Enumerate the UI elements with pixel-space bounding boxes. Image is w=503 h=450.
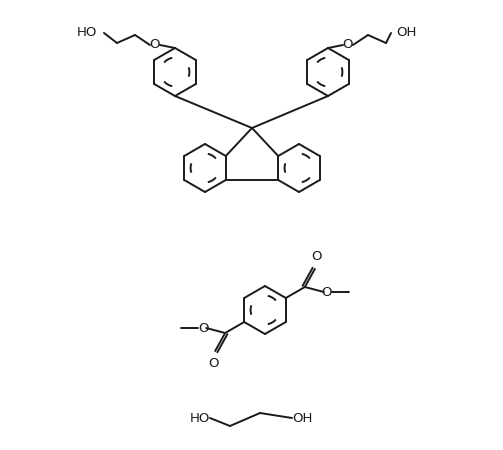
Text: O: O bbox=[150, 39, 160, 51]
Text: HO: HO bbox=[190, 411, 210, 424]
Text: O: O bbox=[311, 250, 322, 263]
Text: O: O bbox=[208, 357, 218, 370]
Text: O: O bbox=[198, 321, 208, 334]
Text: O: O bbox=[343, 39, 353, 51]
Text: OH: OH bbox=[292, 411, 312, 424]
Text: HO: HO bbox=[76, 27, 97, 40]
Text: OH: OH bbox=[396, 27, 416, 40]
Text: O: O bbox=[321, 285, 332, 298]
